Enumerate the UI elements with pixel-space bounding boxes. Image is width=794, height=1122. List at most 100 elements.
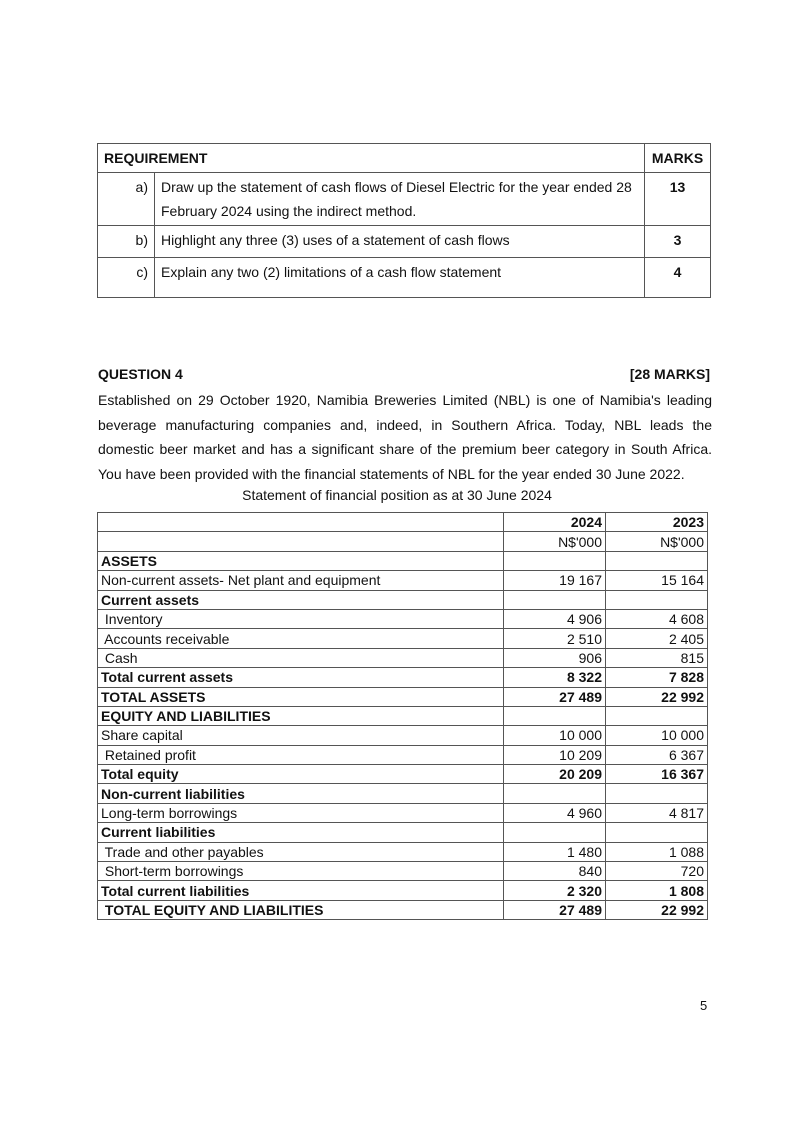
value-2023 bbox=[605, 550, 708, 572]
requirements-header-row: REQUIREMENT MARKS bbox=[97, 143, 711, 173]
row-label: EQUITY AND LIABILITIES bbox=[97, 705, 504, 727]
row-label: TOTAL ASSETS bbox=[97, 686, 504, 707]
balance-sheet-row: Total current liabilities 2 320 1 808 bbox=[97, 880, 708, 901]
value-2024: 10 000 bbox=[503, 725, 606, 746]
row-label: Cash bbox=[97, 647, 504, 669]
value-2024: 27 489 bbox=[503, 686, 606, 707]
value-2024 bbox=[503, 783, 606, 804]
requirement-marks: 4 bbox=[644, 257, 711, 298]
question-marks: [28 MARKS] bbox=[629, 366, 710, 382]
value-2023: 2023 bbox=[605, 511, 708, 533]
balance-sheet-row: Accounts receivable 2 510 2 405 bbox=[97, 628, 708, 649]
row-label: Trade and other payables bbox=[97, 841, 504, 863]
balance-sheet-row: EQUITY AND LIABILITIES bbox=[97, 705, 708, 727]
row-label: Current liabilities bbox=[97, 822, 504, 843]
balance-sheet-row: Total current assets 8 322 7 828 bbox=[97, 667, 708, 688]
value-2023 bbox=[605, 822, 708, 843]
value-2024: 1 480 bbox=[503, 841, 606, 863]
requirement-marks: 13 bbox=[644, 172, 711, 226]
balance-sheet-row: 2024 2023 bbox=[97, 511, 708, 533]
requirement-row: b) Highlight any three (3) uses of a sta… bbox=[97, 225, 711, 258]
value-2024: 8 322 bbox=[503, 667, 606, 688]
value-2024 bbox=[503, 705, 606, 727]
row-label: Inventory bbox=[97, 608, 504, 630]
balance-sheet-row: Short-term borrowings 840 720 bbox=[97, 861, 708, 882]
value-2024: 10 209 bbox=[503, 744, 606, 766]
balance-sheet-table: 2024 2023 N$'000 N$'000 ASSETS Non-current as… bbox=[97, 511, 708, 921]
page-number: 5 bbox=[700, 998, 708, 1013]
balance-sheet-row: TOTAL EQUITY AND LIABILITIES 27 489 22 992 bbox=[97, 899, 708, 921]
row-label: Total equity bbox=[97, 764, 504, 785]
row-label: Total current assets bbox=[97, 667, 504, 688]
balance-sheet-row: Trade and other payables 1 480 1 088 bbox=[97, 841, 708, 863]
balance-sheet-row: N$'000 N$'000 bbox=[97, 531, 708, 552]
value-2023: 4 817 bbox=[605, 802, 708, 824]
value-2023: 6 367 bbox=[605, 744, 708, 766]
question-title: QUESTION 4 bbox=[98, 366, 183, 382]
value-2023: 22 992 bbox=[605, 686, 708, 707]
value-2023: 720 bbox=[605, 861, 708, 882]
row-label: Long-term borrowings bbox=[97, 802, 504, 824]
value-2023 bbox=[605, 589, 708, 610]
value-2024: 2024 bbox=[503, 511, 606, 533]
requirement-text: Highlight any three (3) uses of a statem… bbox=[154, 225, 645, 258]
value-2023: 7 828 bbox=[605, 667, 708, 688]
value-2023: 1 088 bbox=[605, 841, 708, 863]
value-2024: 2 510 bbox=[503, 628, 606, 649]
value-2024: 20 209 bbox=[503, 764, 606, 785]
value-2024 bbox=[503, 550, 606, 572]
value-2024: 4 960 bbox=[503, 802, 606, 824]
marks-header: MARKS bbox=[644, 143, 711, 173]
requirement-text: Explain any two (2) limitations of a cas… bbox=[154, 257, 645, 298]
row-label: ASSETS bbox=[97, 550, 504, 572]
value-2023: 15 164 bbox=[605, 570, 708, 591]
value-2024: 906 bbox=[503, 647, 606, 669]
row-label: Retained profit bbox=[97, 744, 504, 766]
requirement-label: b) bbox=[97, 225, 155, 258]
value-2023: N$'000 bbox=[605, 531, 708, 552]
balance-sheet-row: Current liabilities bbox=[97, 822, 708, 843]
row-label: Short-term borrowings bbox=[97, 861, 504, 882]
requirements-table: REQUIREMENT MARKS a) Draw up the stateme… bbox=[97, 143, 711, 298]
row-label: Share capital bbox=[97, 725, 504, 746]
requirement-label: c) bbox=[97, 257, 155, 298]
balance-sheet-row: Non-current liabilities bbox=[97, 783, 708, 804]
row-label: Non-current liabilities bbox=[97, 783, 504, 804]
row-label: Non-current assets- Net plant and equipm… bbox=[97, 570, 504, 591]
row-label bbox=[97, 531, 504, 552]
balance-sheet-row: Total equity 20 209 16 367 bbox=[97, 764, 708, 785]
question-heading: QUESTION 4 [28 MARKS] bbox=[98, 366, 710, 382]
balance-sheet-row: Long-term borrowings 4 960 4 817 bbox=[97, 802, 708, 824]
value-2023 bbox=[605, 783, 708, 804]
value-2023: 16 367 bbox=[605, 764, 708, 785]
value-2023: 815 bbox=[605, 647, 708, 669]
value-2023: 22 992 bbox=[605, 899, 708, 921]
balance-sheet-row: Cash 906 815 bbox=[97, 647, 708, 669]
balance-sheet-row: Current assets bbox=[97, 589, 708, 610]
value-2023 bbox=[605, 705, 708, 727]
value-2024 bbox=[503, 589, 606, 610]
value-2023: 4 608 bbox=[605, 608, 708, 630]
table-caption: Statement of financial position as at 30… bbox=[242, 487, 552, 503]
value-2024: 4 906 bbox=[503, 608, 606, 630]
requirement-row: c) Explain any two (2) limitations of a … bbox=[97, 257, 711, 298]
value-2024: 19 167 bbox=[503, 570, 606, 591]
value-2023: 10 000 bbox=[605, 725, 708, 746]
balance-sheet-row: Share capital 10 000 10 000 bbox=[97, 725, 708, 746]
requirement-marks: 3 bbox=[644, 225, 711, 258]
value-2024: 840 bbox=[503, 861, 606, 882]
value-2024 bbox=[503, 822, 606, 843]
requirement-row: a) Draw up the statement of cash flows o… bbox=[97, 172, 711, 226]
balance-sheet-row: Non-current assets- Net plant and equipm… bbox=[97, 570, 708, 591]
balance-sheet-row: Retained profit 10 209 6 367 bbox=[97, 744, 708, 766]
row-label: Total current liabilities bbox=[97, 880, 504, 901]
row-label: Current assets bbox=[97, 589, 504, 610]
balance-sheet-row: TOTAL ASSETS 27 489 22 992 bbox=[97, 686, 708, 707]
value-2024: N$'000 bbox=[503, 531, 606, 552]
requirement-label: a) bbox=[97, 172, 155, 226]
question-paragraph: Established on 29 October 1920, Namibia … bbox=[98, 392, 712, 482]
row-label: Accounts receivable bbox=[97, 628, 504, 649]
row-label bbox=[97, 511, 504, 533]
value-2024: 27 489 bbox=[503, 899, 606, 921]
